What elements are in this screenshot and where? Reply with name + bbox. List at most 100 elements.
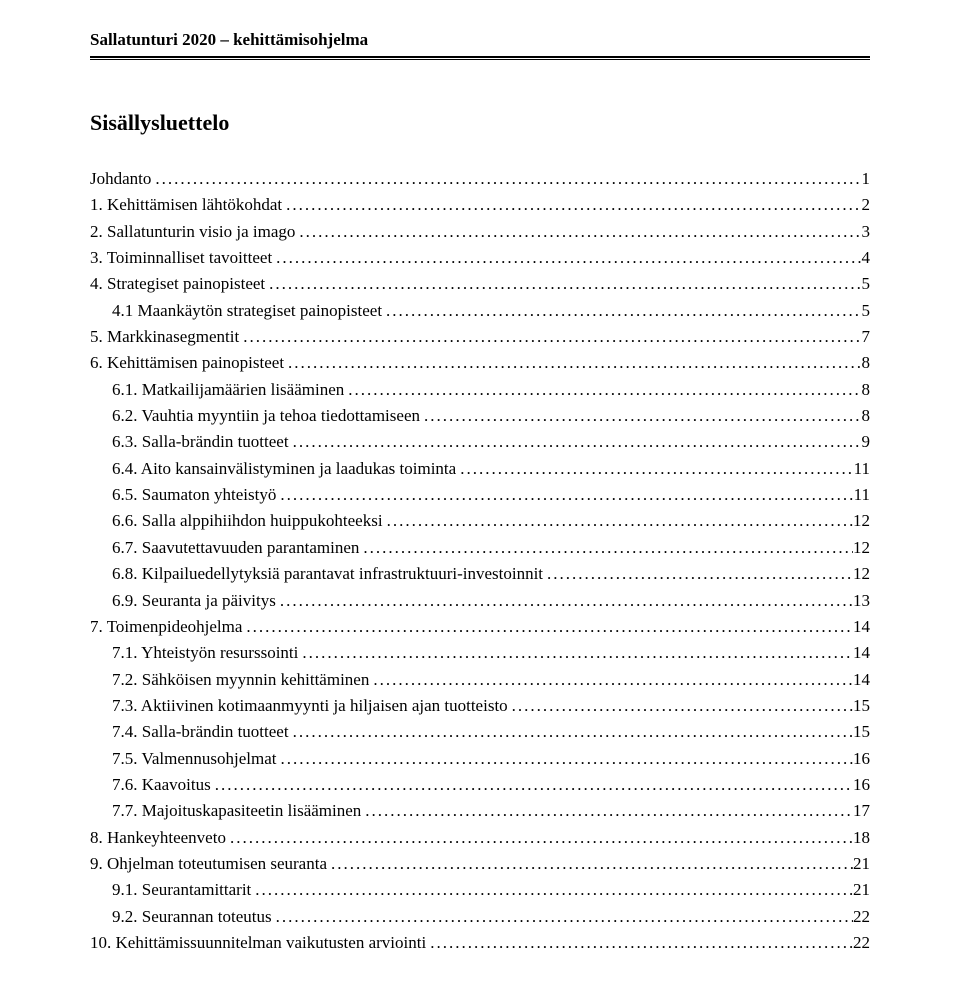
toc-entry[interactable]: 7. Toimenpideohjelma14: [90, 614, 870, 640]
toc-entry[interactable]: 9. Ohjelman toteutumisen seuranta 21: [90, 851, 870, 877]
toc-entry[interactable]: 6.6. Salla alppihiihdon huippukohteeksi 1…: [90, 508, 870, 534]
toc-entry[interactable]: 6.8. Kilpailuedellytyksiä parantavat inf…: [90, 561, 870, 587]
toc-entry-page: 18: [853, 825, 870, 851]
table-of-contents: Johdanto11. Kehittämisen lähtökohdat22. …: [90, 166, 870, 956]
toc-entry-leader: [543, 561, 853, 587]
toc-entry[interactable]: 4.1 Maankäytön strategiset painopisteet5: [90, 298, 870, 324]
toc-entry-label: 5. Markkinasegmentit: [90, 324, 239, 350]
toc-entry-label: 9. Ohjelman toteutumisen seuranta: [90, 851, 327, 877]
toc-entry-label: 4.1 Maankäytön strategiset painopisteet: [112, 298, 382, 324]
toc-entry-label: 7.7. Majoituskapasiteetin lisääminen: [112, 798, 361, 824]
toc-entry-leader: [282, 192, 861, 218]
toc-entry-page: 16: [853, 772, 870, 798]
toc-entry[interactable]: Johdanto 1: [90, 166, 870, 192]
toc-entry[interactable]: 10. Kehittämissuunnitelman vaikutusten a…: [90, 930, 870, 956]
toc-entry-leader: [242, 614, 853, 640]
toc-entry[interactable]: 6.1. Matkailijamäärien lisääminen 8: [90, 377, 870, 403]
toc-entry-leader: [295, 219, 861, 245]
toc-entry-leader: [265, 271, 861, 297]
document-header: Sallatunturi 2020 – kehittämisohjelma: [90, 30, 870, 54]
toc-entry-page: 22: [853, 930, 870, 956]
toc-entry-label: 6.5. Saumaton yhteistyö: [112, 482, 276, 508]
toc-entry-page: 16: [853, 746, 870, 772]
toc-entry-page: 11: [854, 482, 870, 508]
toc-entry-page: 12: [853, 508, 870, 534]
toc-entry-page: 2: [862, 192, 871, 218]
toc-entry-label: 6.8. Kilpailuedellytyksiä parantavat inf…: [112, 561, 543, 587]
toc-entry[interactable]: 9.2. Seurannan toteutus22: [90, 904, 870, 930]
toc-entry-label: 6.4. Aito kansainvälistyminen ja laaduka…: [112, 456, 456, 482]
toc-entry-leader: [383, 508, 853, 534]
toc-entry-label: 6.6. Salla alppihiihdon huippukohteeksi: [112, 508, 383, 534]
toc-entry-page: 13: [853, 588, 870, 614]
toc-entry[interactable]: 4. Strategiset painopisteet 5: [90, 271, 870, 297]
toc-entry-label: 6.9. Seuranta ja päivitys: [112, 588, 276, 614]
toc-entry-page: 8: [862, 350, 871, 376]
toc-entry-leader: [420, 403, 862, 429]
toc-entry[interactable]: 3. Toiminnalliset tavoitteet 4: [90, 245, 870, 271]
toc-entry-label: 4. Strategiset painopisteet: [90, 271, 265, 297]
toc-entry-leader: [272, 245, 861, 271]
toc-entry[interactable]: 6.3. Salla-brändin tuotteet9: [90, 429, 870, 455]
toc-entry-label: 1. Kehittämisen lähtökohdat: [90, 192, 282, 218]
toc-entry-label: 6.7. Saavutettavuuden parantaminen: [112, 535, 359, 561]
toc-entry[interactable]: 6.2. Vauhtia myyntiin ja tehoa tiedottam…: [90, 403, 870, 429]
toc-entry-leader: [508, 693, 853, 719]
toc-entry-label: Johdanto: [90, 166, 151, 192]
toc-entry-page: 21: [853, 877, 870, 903]
toc-entry-page: 5: [862, 271, 871, 297]
toc-title: Sisällysluettelo: [90, 110, 870, 136]
toc-entry-leader: [382, 298, 861, 324]
toc-entry[interactable]: 7.4. Salla-brändin tuotteet 15: [90, 719, 870, 745]
toc-entry-page: 21: [853, 851, 870, 877]
toc-entry[interactable]: 2. Sallatunturin visio ja imago 3: [90, 219, 870, 245]
toc-entry[interactable]: 8. Hankeyhteenveto 18: [90, 825, 870, 851]
toc-entry[interactable]: 9.1. Seurantamittarit 21: [90, 877, 870, 903]
toc-entry-leader: [226, 825, 853, 851]
toc-entry-page: 8: [862, 377, 871, 403]
toc-entry-label: 7.2. Sähköisen myynnin kehittäminen: [112, 667, 369, 693]
toc-entry-label: 7.4. Salla-brändin tuotteet: [112, 719, 289, 745]
toc-entry-label: 7.5. Valmennusohjelmat: [112, 746, 276, 772]
toc-entry-leader: [426, 930, 853, 956]
toc-entry[interactable]: 1. Kehittämisen lähtökohdat 2: [90, 192, 870, 218]
toc-entry-leader: [361, 798, 853, 824]
toc-entry[interactable]: 5. Markkinasegmentit 7: [90, 324, 870, 350]
toc-entry-label: 8. Hankeyhteenveto: [90, 825, 226, 851]
toc-entry[interactable]: 7.2. Sähköisen myynnin kehittäminen14: [90, 667, 870, 693]
toc-entry-page: 7: [862, 324, 871, 350]
toc-entry-leader: [359, 535, 853, 561]
toc-entry-label: 6.2. Vauhtia myyntiin ja tehoa tiedottam…: [112, 403, 420, 429]
toc-entry-page: 17: [853, 798, 870, 824]
toc-entry[interactable]: 6.9. Seuranta ja päivitys 13: [90, 588, 870, 614]
toc-entry-page: 3: [862, 219, 871, 245]
toc-entry[interactable]: 7.5. Valmennusohjelmat 16: [90, 746, 870, 772]
toc-entry-page: 1: [862, 166, 871, 192]
toc-entry[interactable]: 6.5. Saumaton yhteistyö 11: [90, 482, 870, 508]
toc-entry-label: 9.1. Seurantamittarit: [112, 877, 251, 903]
toc-entry-leader: [151, 166, 861, 192]
toc-entry-label: 7.3. Aktiivinen kotimaanmyynti ja hiljai…: [112, 693, 508, 719]
toc-entry[interactable]: 6.7. Saavutettavuuden parantaminen12: [90, 535, 870, 561]
toc-entry-page: 15: [853, 719, 870, 745]
toc-entry-label: 6. Kehittämisen painopisteet: [90, 350, 284, 376]
toc-entry-page: 15: [853, 693, 870, 719]
toc-entry[interactable]: 7.7. Majoituskapasiteetin lisääminen 17: [90, 798, 870, 824]
toc-entry[interactable]: 7.3. Aktiivinen kotimaanmyynti ja hiljai…: [90, 693, 870, 719]
toc-entry-page: 8: [862, 403, 871, 429]
toc-entry-leader: [239, 324, 861, 350]
toc-entry-label: 6.3. Salla-brändin tuotteet: [112, 429, 289, 455]
toc-entry-leader: [284, 350, 861, 376]
toc-entry[interactable]: 7.6. Kaavoitus16: [90, 772, 870, 798]
toc-entry-label: 6.1. Matkailijamäärien lisääminen: [112, 377, 344, 403]
toc-entry-page: 14: [853, 614, 870, 640]
toc-entry-leader: [251, 877, 853, 903]
toc-entry-leader: [211, 772, 853, 798]
toc-entry-leader: [327, 851, 853, 877]
toc-entry[interactable]: 7.1. Yhteistyön resurssointi14: [90, 640, 870, 666]
toc-entry-label: 3. Toiminnalliset tavoitteet: [90, 245, 272, 271]
toc-entry[interactable]: 6.4. Aito kansainvälistyminen ja laaduka…: [90, 456, 870, 482]
toc-entry-page: 4: [862, 245, 871, 271]
toc-entry-label: 2. Sallatunturin visio ja imago: [90, 219, 295, 245]
toc-entry[interactable]: 6. Kehittämisen painopisteet 8: [90, 350, 870, 376]
